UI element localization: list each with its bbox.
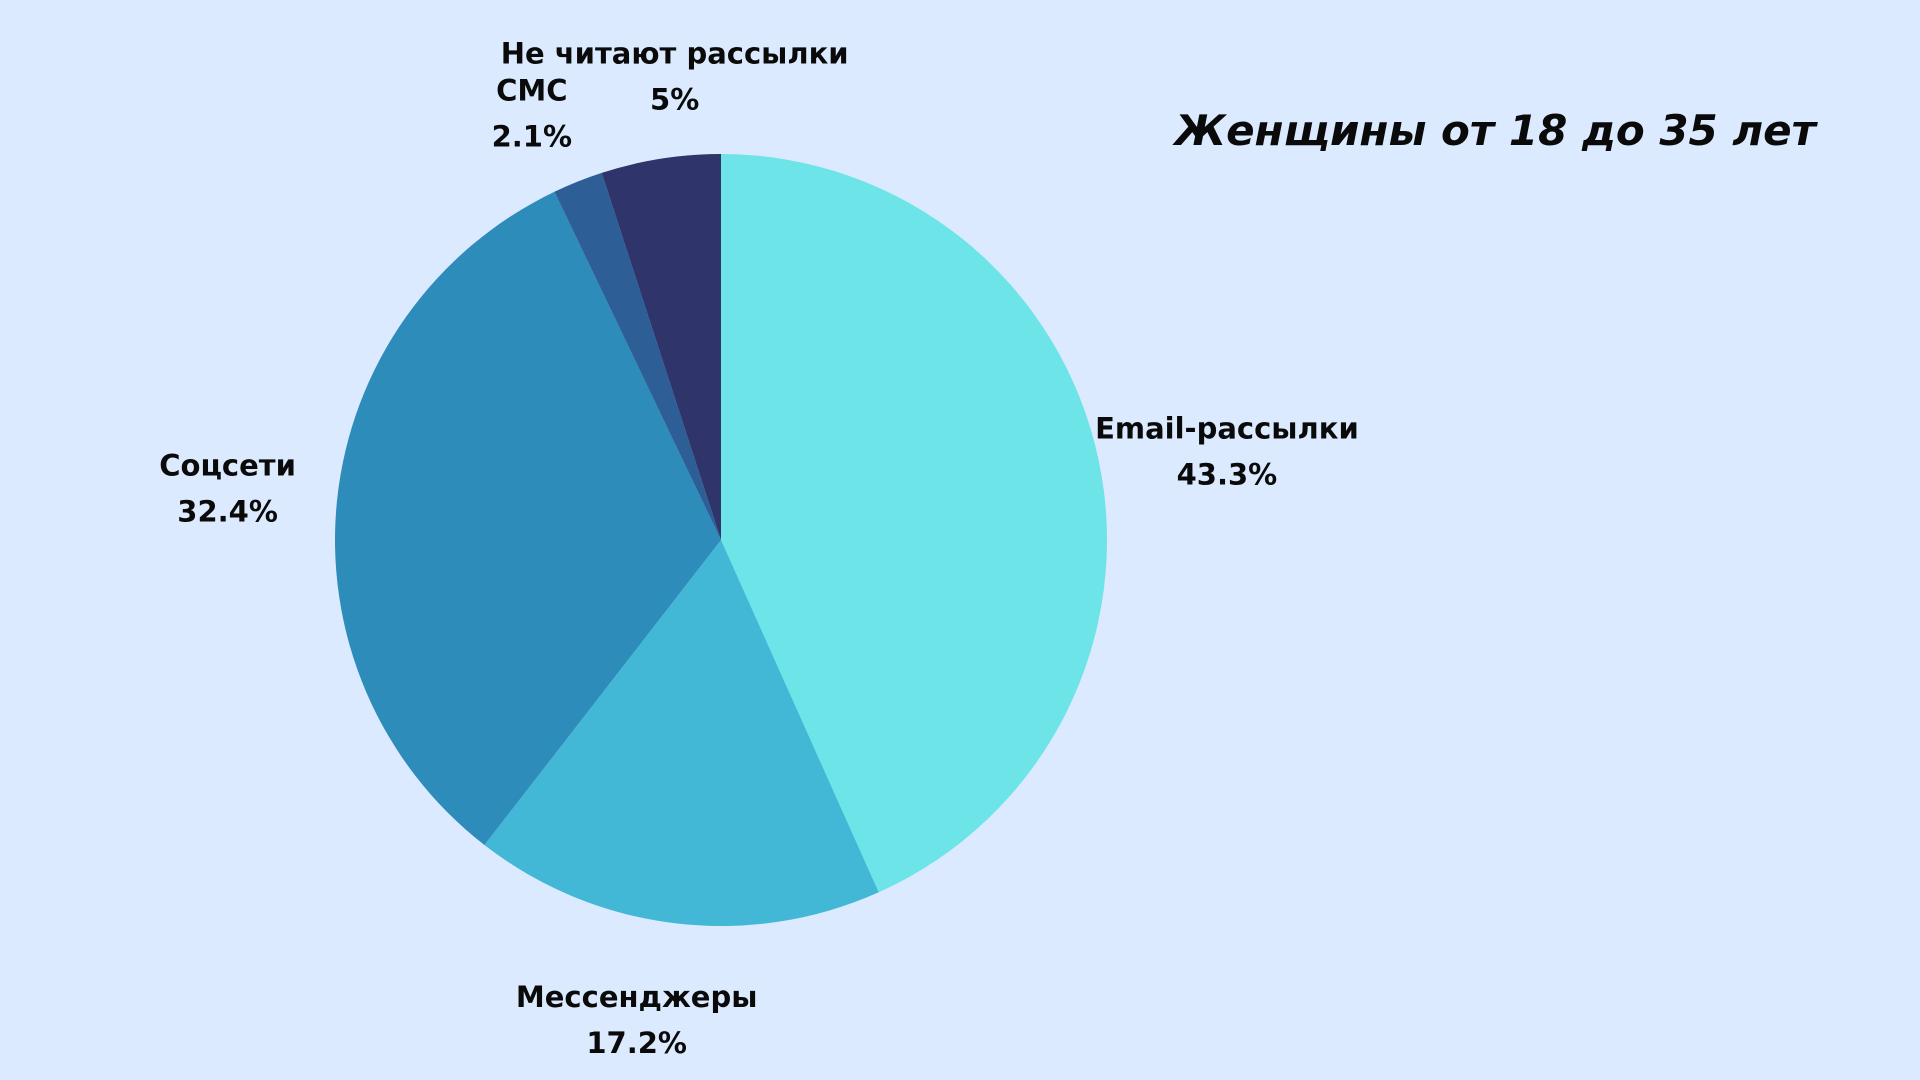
slice-value-label-3: 2.1%	[492, 120, 572, 154]
pie-slice-2	[335, 191, 721, 845]
chart-title: Женщины от 18 до 35 лет	[1174, 106, 1816, 155]
pie-slices	[335, 154, 1107, 926]
pie-slice-4	[601, 154, 721, 540]
slice-value-label-0: 43.3%	[1177, 458, 1278, 492]
slice-label-3: СМС	[496, 74, 567, 108]
pie-slice-3	[554, 172, 721, 540]
pie-slice-1	[484, 540, 879, 926]
slice-label-0: Email-рассылки	[1095, 412, 1359, 446]
slice-label-4: Не читают рассылки	[501, 37, 849, 71]
slice-value-label-1: 17.2%	[586, 1026, 687, 1060]
slice-value-label-2: 32.4%	[177, 494, 278, 528]
slice-label-2: Соцсети	[159, 448, 296, 482]
slice-label-1: Мессенджеры	[516, 980, 758, 1014]
pie-labels: Email-рассылки 43.3% Мессенджеры 17.2% Соцсе…	[159, 37, 1359, 1060]
pie-slice-0	[721, 154, 1107, 893]
slice-value-label-4: 5%	[650, 83, 699, 117]
